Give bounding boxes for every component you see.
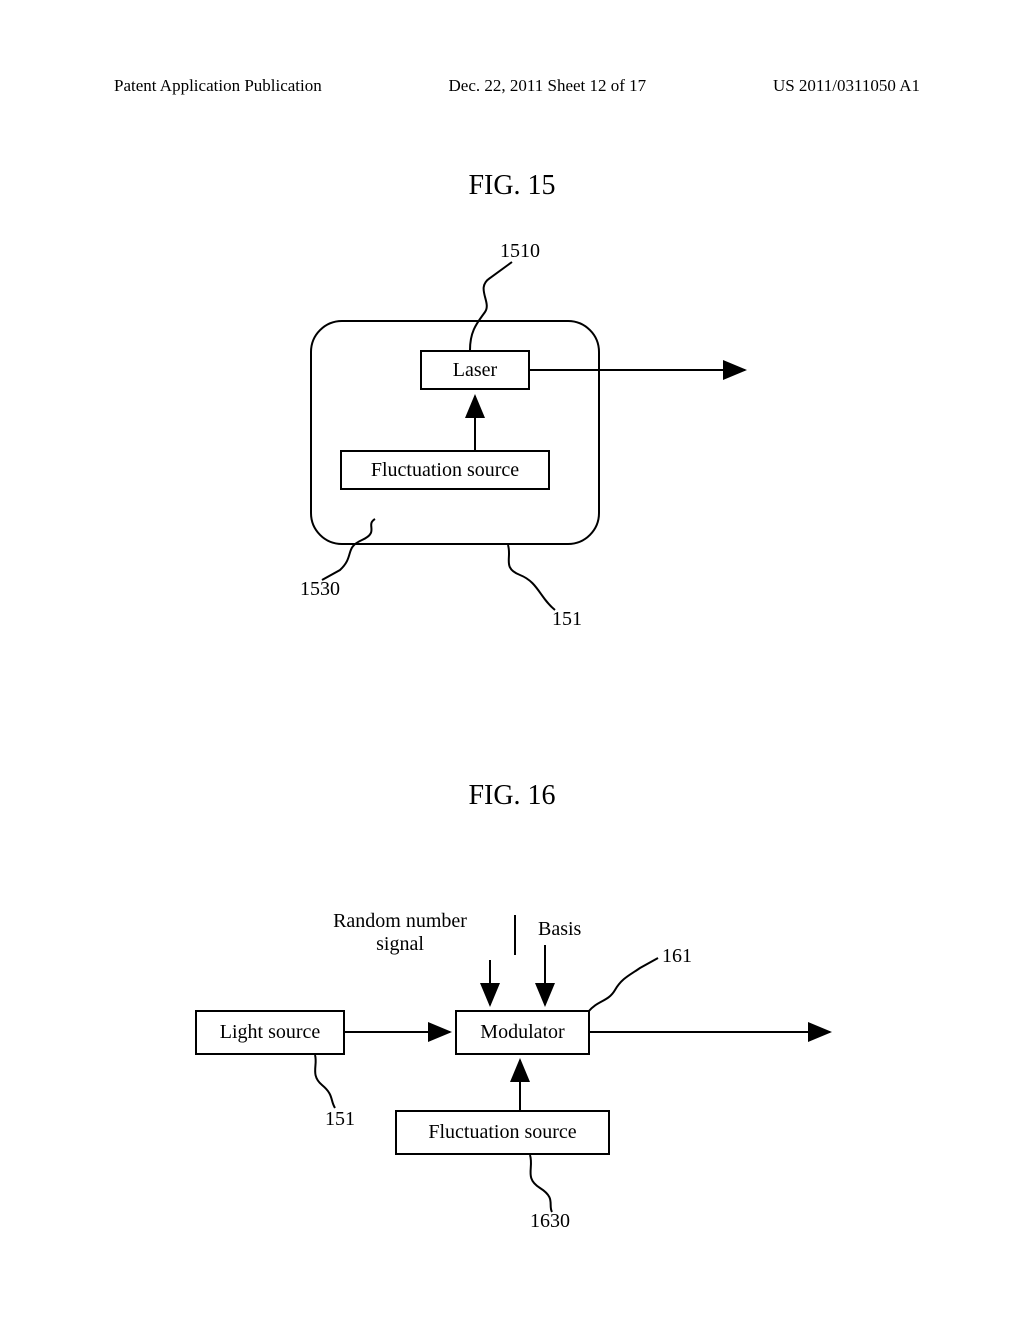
random-number-signal-label: Random number signal bbox=[310, 910, 490, 956]
ref-151-ls: 151 bbox=[325, 1108, 355, 1131]
ref-1630: 1630 bbox=[530, 1210, 570, 1233]
modulator-box: Modulator bbox=[455, 1010, 590, 1055]
ref-161: 161 bbox=[662, 945, 692, 968]
modulator-label: Modulator bbox=[480, 1021, 564, 1044]
light-source-label: Light source bbox=[220, 1021, 321, 1044]
fig16-fluctuation-box: Fluctuation source bbox=[395, 1110, 610, 1155]
light-source-box: Light source bbox=[195, 1010, 345, 1055]
basis-label: Basis bbox=[538, 918, 581, 941]
fig16-fluctuation-label: Fluctuation source bbox=[428, 1121, 576, 1144]
fig16-diagram: Light source Modulator Fluctuation sourc… bbox=[0, 0, 1024, 1320]
